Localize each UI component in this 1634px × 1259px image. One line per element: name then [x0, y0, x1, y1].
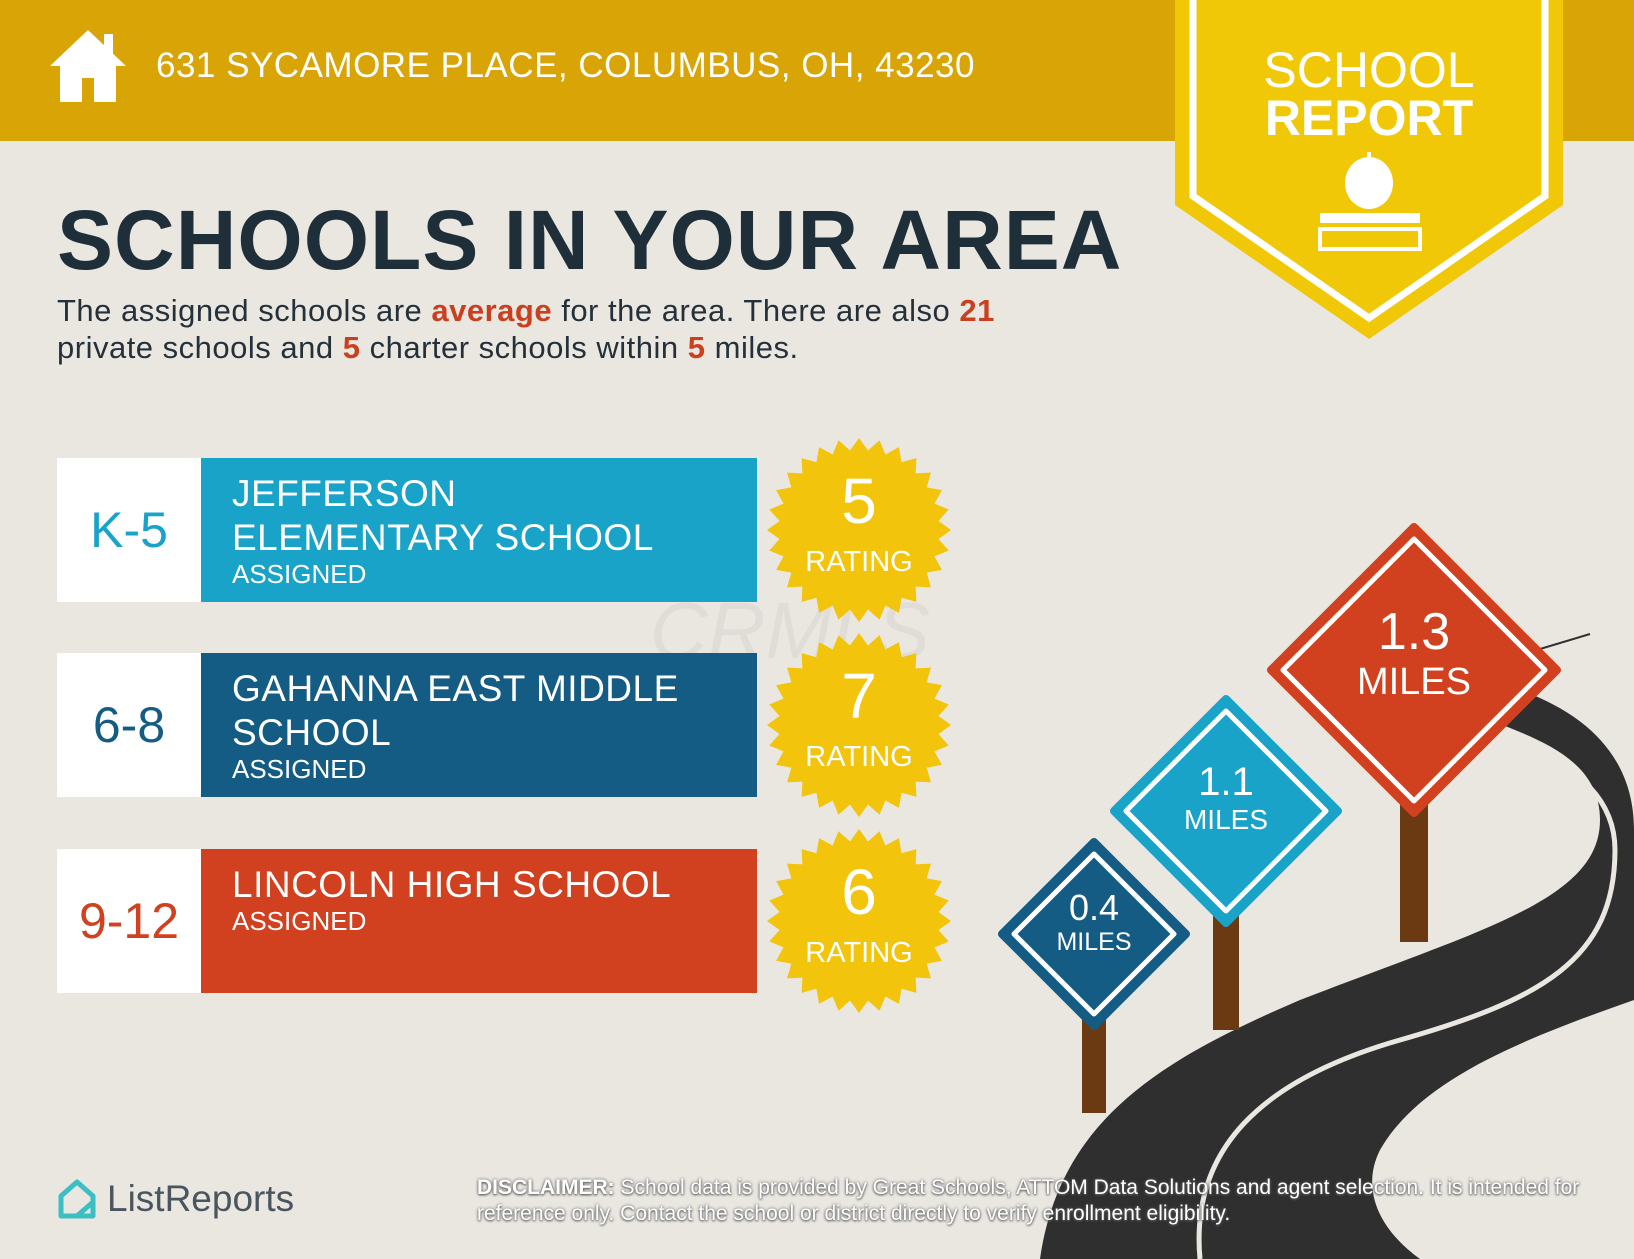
- grade-range: K-5: [57, 458, 201, 602]
- sign-post: [1213, 910, 1239, 1030]
- listreports-logo: ListReports: [57, 1178, 294, 1220]
- disclaimer-text: School data is provided by Great Schools…: [477, 1176, 1580, 1225]
- rating-value: 6: [841, 856, 877, 928]
- school-row: 9-12 LINCOLN HIGH SCHOOL ASSIGNED 6 RATI…: [57, 829, 951, 1013]
- apple-on-book-icon: [1318, 152, 1422, 251]
- school-bar: JEFFERSON ELEMENTARY SCHOOL ASSIGNED: [201, 458, 757, 602]
- distance-label: 1.1 MILES: [1126, 761, 1326, 837]
- summary-part: private schools and: [57, 330, 343, 365]
- charter-count: 5: [342, 330, 361, 365]
- rating-starburst-icon: [767, 438, 951, 622]
- badge-line1: SCHOOL: [1263, 42, 1475, 98]
- summary-part: charter schools within: [360, 330, 688, 365]
- distance-label: 1.3 MILES: [1314, 605, 1514, 705]
- distance-sign: [1267, 523, 1561, 817]
- rating-label: RATING: [805, 546, 913, 578]
- summary-part: The assigned schools are: [57, 293, 432, 328]
- distance-value: 0.4: [1068, 887, 1120, 928]
- school-bar: GAHANNA EAST MIDDLE SCHOOL ASSIGNED: [201, 653, 757, 797]
- school-bar: LINCOLN HIGH SCHOOL ASSIGNED: [201, 849, 757, 993]
- summary-part: for the area. There are also: [552, 293, 960, 328]
- distance-unit: MILES: [1356, 660, 1472, 703]
- road-line: [1196, 737, 1618, 1259]
- distance-sign: [1110, 695, 1342, 927]
- house-icon: [50, 30, 126, 102]
- assignment-status: ASSIGNED: [232, 906, 367, 936]
- school-name-line2: SCHOOL: [232, 712, 392, 753]
- quality-rating: average: [431, 293, 553, 328]
- distance-sign: [998, 838, 1190, 1030]
- rating-value: 7: [841, 660, 877, 732]
- school-row: K-5 JEFFERSON ELEMENTARY SCHOOL ASSIGNED…: [57, 438, 951, 622]
- private-count: 21: [959, 293, 995, 328]
- road: [1040, 690, 1634, 1259]
- rating-value: 5: [841, 465, 877, 537]
- grade-range: 6-8: [57, 653, 201, 797]
- distance-unit: MILES: [1056, 927, 1132, 956]
- assignment-status: ASSIGNED: [232, 754, 367, 784]
- distance-value: 1.3: [1377, 603, 1451, 661]
- logo-text: ListReports: [107, 1178, 295, 1219]
- school-name: GAHANNA EAST MIDDLE: [232, 668, 679, 709]
- school-name: JEFFERSON: [232, 473, 457, 514]
- assignment-status: ASSIGNED: [232, 559, 367, 589]
- school-name: LINCOLN HIGH SCHOOL: [232, 864, 672, 905]
- disclaimer: DISCLAIMER: School data is provided by G…: [477, 1175, 1597, 1227]
- badge-line2: REPORT: [1264, 90, 1474, 146]
- distance-unit: MILES: [1183, 804, 1269, 835]
- rating-starburst-icon: [767, 633, 951, 817]
- property-address: 631 SYCAMORE PLACE, COLUMBUS, OH, 43230: [156, 46, 975, 85]
- summary-text: The assigned schools are average for the…: [57, 292, 1177, 366]
- school-report-badge: [1175, 0, 1563, 339]
- distance-label: 0.4 MILES: [994, 889, 1194, 957]
- rating-starburst-icon: [767, 829, 951, 1013]
- distance-value: 1.1: [1198, 760, 1254, 804]
- listreports-icon: [58, 1179, 96, 1219]
- grade-range: 9-12: [57, 849, 201, 993]
- disclaimer-label: DISCLAIMER:: [477, 1176, 615, 1199]
- school-row: 6-8 GAHANNA EAST MIDDLE SCHOOL ASSIGNED …: [57, 633, 951, 817]
- rating-label: RATING: [805, 741, 913, 773]
- rating-label: RATING: [805, 937, 913, 969]
- school-name-line2: ELEMENTARY SCHOOL: [232, 517, 654, 558]
- radius-miles: 5: [687, 330, 706, 365]
- summary-part: miles.: [705, 330, 799, 365]
- page-title: SCHOOLS IN YOUR AREA: [57, 193, 1123, 287]
